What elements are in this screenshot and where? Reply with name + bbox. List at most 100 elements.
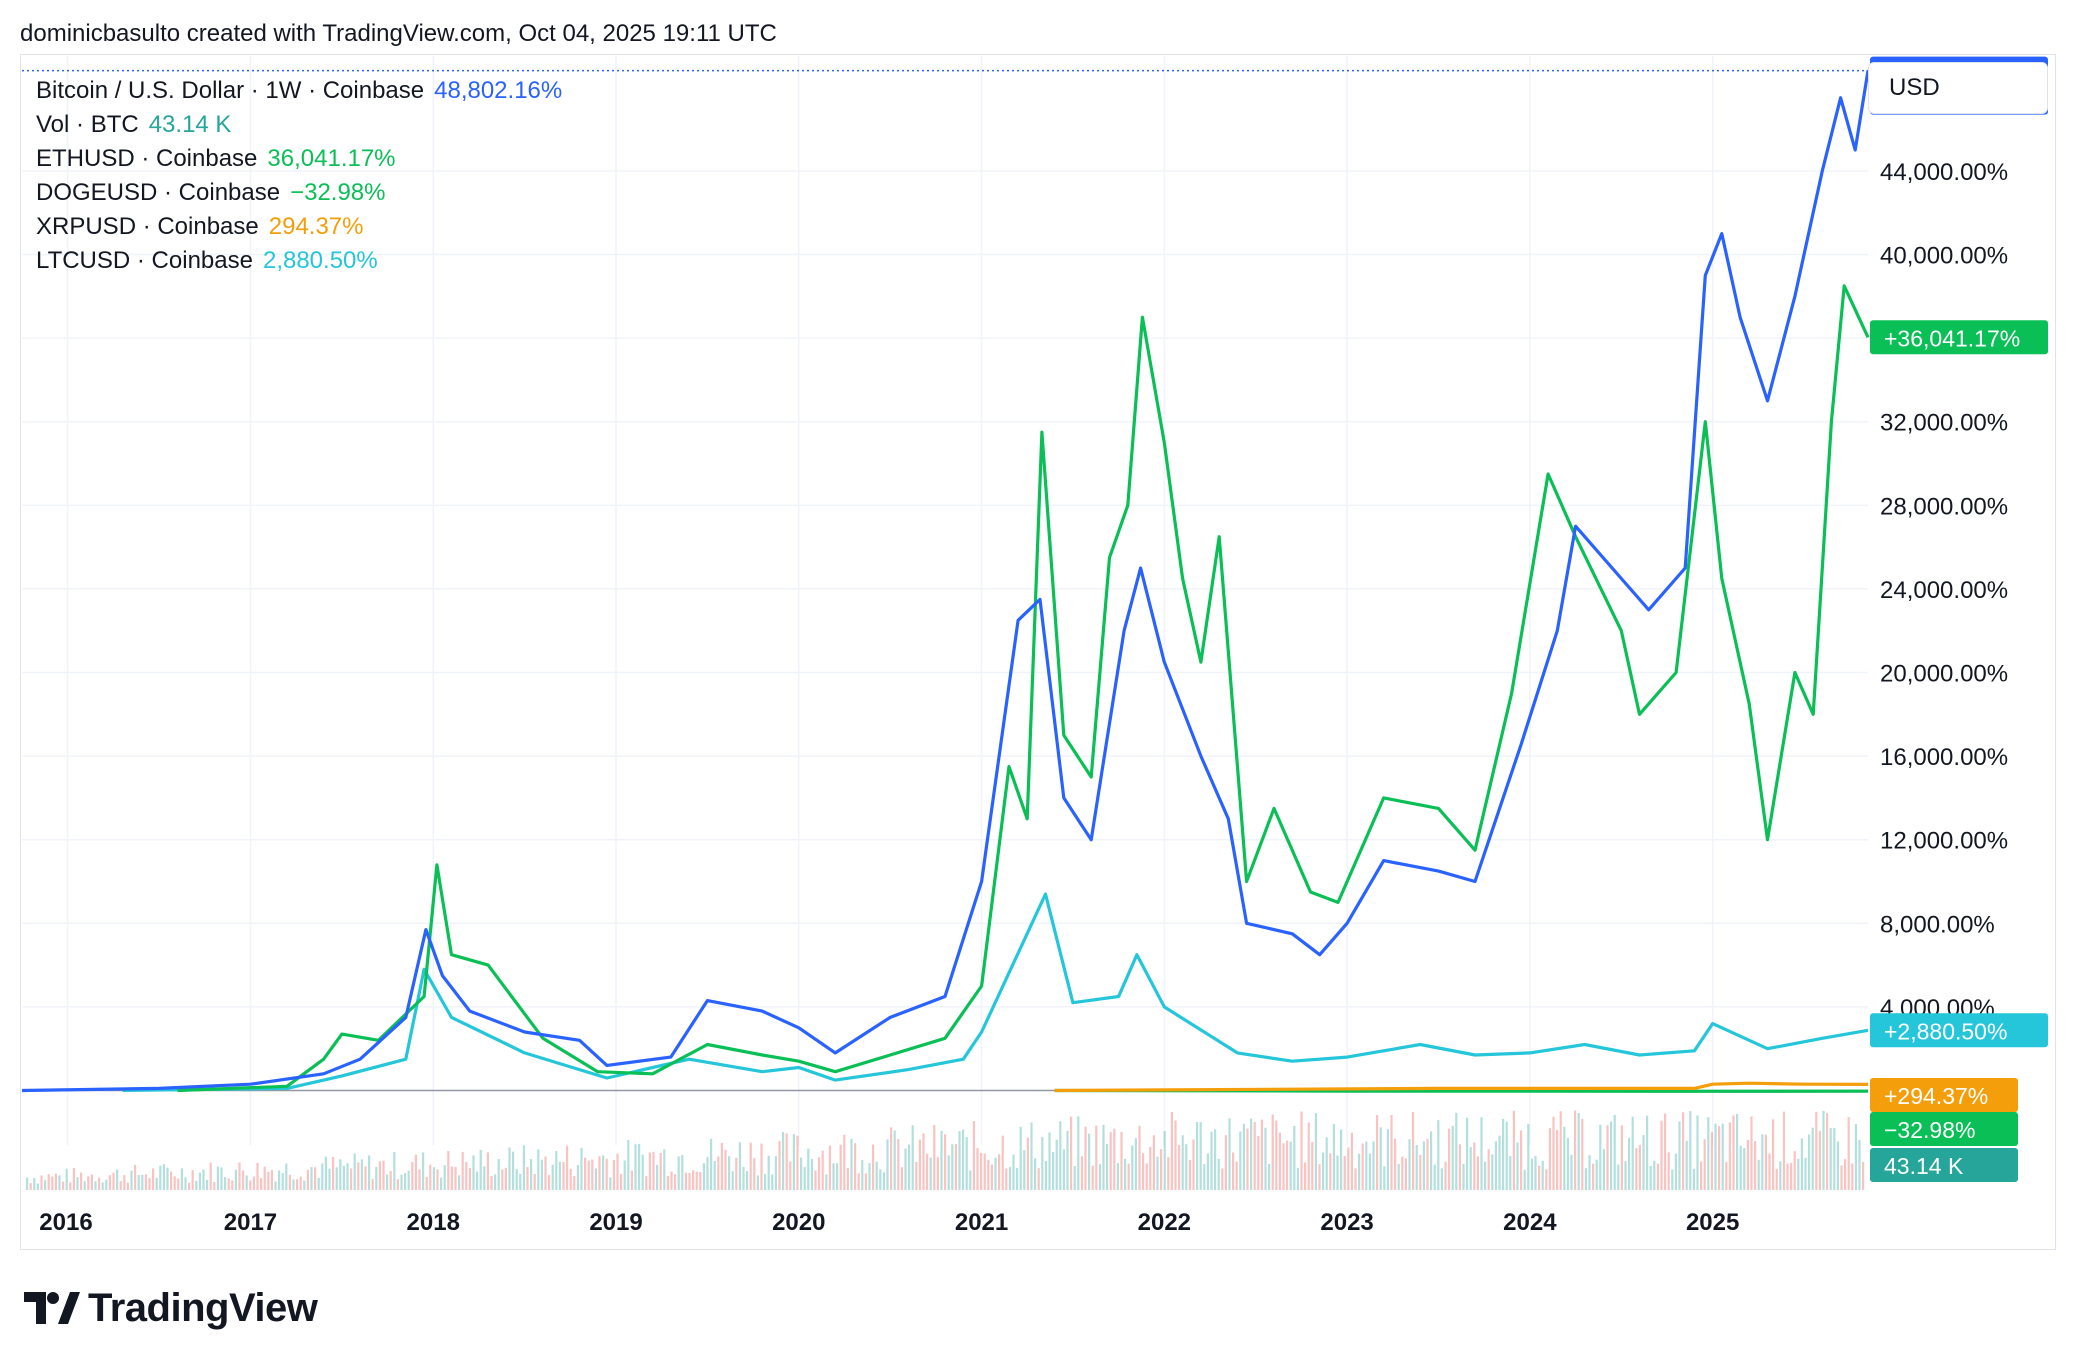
- volume-bar: [213, 1181, 216, 1190]
- volume-bar: [119, 1181, 122, 1190]
- volume-bar: [1354, 1168, 1357, 1190]
- legend-label: LTCUSD · Coinbase: [36, 247, 253, 274]
- volume-bar: [1527, 1123, 1530, 1190]
- volume-bar: [1703, 1139, 1706, 1190]
- x-tick-label: 2018: [407, 1209, 460, 1236]
- volume-bar: [134, 1165, 137, 1190]
- volume-bar: [1116, 1163, 1119, 1190]
- volume-bar: [249, 1180, 252, 1190]
- volume-bar: [897, 1139, 900, 1190]
- volume-bar: [1372, 1141, 1375, 1190]
- volume-bar: [1664, 1113, 1667, 1190]
- volume-bar: [1138, 1125, 1141, 1190]
- volume-bar: [767, 1155, 770, 1190]
- volume-bar: [40, 1175, 43, 1190]
- volume-bar: [1332, 1123, 1335, 1190]
- volume-bar: [530, 1159, 533, 1190]
- volume-bar: [1559, 1111, 1562, 1190]
- volume-bar: [54, 1173, 57, 1190]
- volume-bar: [1530, 1158, 1533, 1190]
- volume-bar: [1631, 1116, 1634, 1190]
- volume-bar: [101, 1182, 104, 1190]
- volume-bar: [717, 1156, 720, 1190]
- volume-bar: [321, 1163, 324, 1190]
- volume-bar: [1790, 1162, 1793, 1190]
- legend-row-btc[interactable]: Bitcoin / U.S. Dollar · 1W · Coinbase 48,…: [36, 74, 562, 108]
- volume-bar: [1160, 1149, 1163, 1190]
- volume-bar: [1710, 1132, 1713, 1190]
- volume-bar: [1822, 1110, 1825, 1190]
- volume-bar: [926, 1153, 929, 1190]
- volume-bar: [688, 1172, 691, 1190]
- volume-bar: [1502, 1118, 1505, 1190]
- price-badge-label: +294.37%: [1884, 1083, 1988, 1109]
- volume-bar: [789, 1161, 792, 1190]
- volume-bar: [522, 1145, 525, 1190]
- volume-bar: [314, 1167, 317, 1190]
- legend-value: 36,041.17%: [267, 145, 396, 172]
- legend-row-xrp[interactable]: XRPUSD · Coinbase 294.37%: [36, 210, 562, 244]
- volume-bar: [1469, 1147, 1472, 1190]
- volume-bar: [328, 1168, 331, 1190]
- volume-bar: [828, 1145, 831, 1190]
- volume-bar: [623, 1160, 626, 1190]
- chart-frame: [20, 54, 2056, 1250]
- volume-bar: [508, 1147, 511, 1190]
- volume-bar: [933, 1125, 936, 1190]
- volume-bar: [1793, 1151, 1796, 1190]
- volume-bar: [382, 1160, 385, 1190]
- volume-bar: [857, 1173, 860, 1190]
- volume-bar: [1844, 1159, 1847, 1190]
- volume-bar: [987, 1159, 990, 1190]
- volume-bar: [1401, 1156, 1404, 1190]
- volume-bar: [544, 1156, 547, 1190]
- volume-bar: [1109, 1132, 1112, 1190]
- legend-row-doge[interactable]: DOGEUSD · Coinbase −32.98%: [36, 176, 562, 210]
- volume-bar: [1448, 1128, 1451, 1190]
- volume-bar: [1509, 1156, 1512, 1190]
- volume-bar: [198, 1172, 201, 1190]
- volume-bar: [220, 1167, 223, 1190]
- series-line-bitcoin-u-s-dollar: [21, 70, 1870, 1093]
- volume-bar: [436, 1169, 439, 1190]
- volume-bar: [281, 1173, 284, 1190]
- legend-row-volume[interactable]: Vol · BTC 43.14 K: [36, 108, 562, 142]
- volume-bar: [612, 1159, 615, 1190]
- volume-bar: [450, 1166, 453, 1190]
- volume-bar: [1678, 1121, 1681, 1190]
- volume-bar: [864, 1173, 867, 1190]
- volume-bar: [918, 1139, 921, 1190]
- volume-bar: [976, 1148, 979, 1190]
- legend-row-ltc[interactable]: LTCUSD · Coinbase 2,880.50%: [36, 244, 562, 278]
- volume-bar: [573, 1175, 576, 1190]
- volume-bar: [641, 1154, 644, 1190]
- volume-bar: [908, 1144, 911, 1190]
- volume-bar: [461, 1151, 464, 1190]
- volume-bar: [713, 1161, 716, 1190]
- series-lines: [21, 70, 1870, 1093]
- volume-bar: [562, 1162, 565, 1190]
- volume-bar: [951, 1144, 954, 1190]
- volume-bar: [1473, 1142, 1476, 1190]
- currency-selector[interactable]: USD: [1868, 62, 2048, 114]
- price-badge: [1870, 1112, 2018, 1146]
- volume-bar: [184, 1177, 187, 1190]
- volume-bar: [1476, 1156, 1479, 1190]
- volume-bar: [1030, 1122, 1033, 1190]
- volume-bar: [411, 1161, 414, 1190]
- volume-bar: [1170, 1111, 1173, 1190]
- volume-bar: [1782, 1111, 1785, 1190]
- volume-bar: [872, 1144, 875, 1190]
- volume-bar: [962, 1129, 965, 1190]
- volume-bar: [814, 1170, 817, 1190]
- volume-bar: [803, 1167, 806, 1190]
- volume-bar: [1750, 1116, 1753, 1190]
- volume-bar: [267, 1171, 270, 1190]
- volume-bar: [1653, 1160, 1656, 1190]
- volume-bar: [1804, 1157, 1807, 1190]
- volume-bar: [1455, 1112, 1458, 1190]
- volume-bar: [591, 1159, 594, 1190]
- volume-bar: [1707, 1117, 1710, 1190]
- legend-row-eth[interactable]: ETHUSD · Coinbase 36,041.17%: [36, 142, 562, 176]
